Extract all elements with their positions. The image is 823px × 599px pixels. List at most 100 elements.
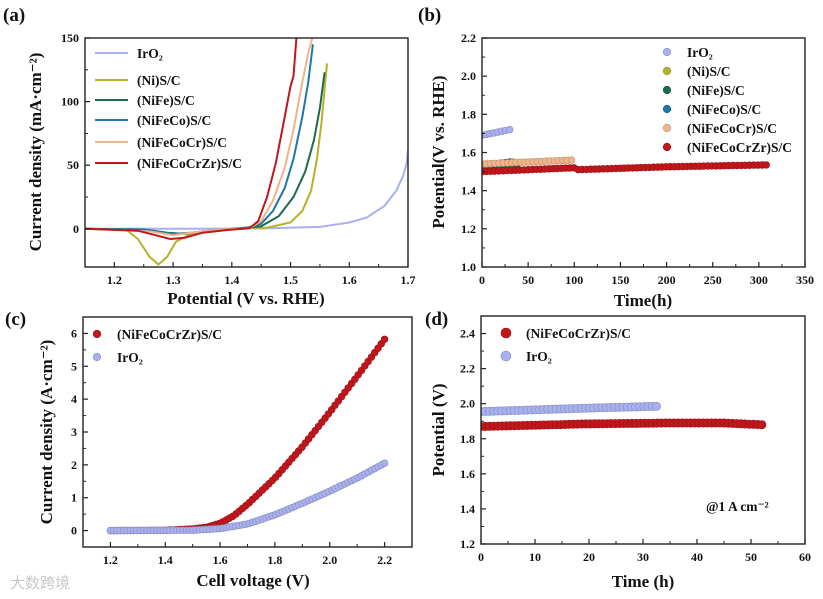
legend-label: (NiFeCoCrZr)S/C (117, 327, 222, 342)
panel-label-d: (d) (425, 309, 448, 330)
legend-label: IrO₂ (117, 350, 143, 365)
y-tick-label: 1 (71, 491, 77, 505)
series-line-IrO2 (85, 149, 408, 230)
y-tick-label: 0 (73, 222, 79, 236)
x-tick-label: 10 (529, 550, 541, 564)
x-tick-label: 1.2 (103, 553, 118, 567)
y-tick-label: 6 (71, 326, 77, 340)
y-tick-label: 1.2 (461, 222, 476, 236)
plot-area (482, 125, 770, 176)
series-line-NiFeCoCrZr (85, 38, 298, 241)
y-tick-label: 2.0 (460, 397, 475, 411)
x-tick-label: 60 (799, 550, 811, 564)
y-tick-label: 1.0 (461, 260, 476, 274)
legend-marker-IrO2 (662, 47, 672, 57)
legend-marker-NiFeCoCrZr (662, 142, 672, 152)
x-tick-label: 50 (745, 550, 757, 564)
legend-marker-Ni (662, 66, 672, 76)
data-point-IrO2 (380, 459, 389, 467)
series-line-NiFeCo (85, 44, 314, 235)
y-tick-label: 50 (67, 158, 79, 172)
y-axis-label: Current density (A·cm⁻²) (37, 340, 56, 525)
plot-area (481, 401, 767, 431)
x-tick-label: 40 (691, 550, 703, 564)
legend-label: (NiFeCoCr)S/C (687, 121, 777, 136)
legend-label: IrO₂ (526, 349, 552, 364)
series-line-NiFeCoCr (85, 38, 314, 237)
x-tick-label: 300 (750, 273, 768, 287)
x-tick-label: 250 (704, 273, 722, 287)
x-tick-label: 1.3 (166, 273, 181, 287)
x-tick-label: 1.7 (401, 273, 416, 287)
x-tick-label: 2.2 (377, 553, 392, 567)
plot-area (106, 335, 389, 535)
panel-c-current-density-vs-cell-voltage: (c) Cell voltage (V) Current density (A·… (5, 309, 413, 592)
x-axis-label: Cell voltage (V) (196, 571, 309, 590)
y-axis-label: Potential(V vs. RHE) (429, 75, 448, 228)
legend-marker-IrO2 (500, 350, 512, 362)
x-tick-label: 50 (522, 273, 534, 287)
x-axis-label: Time(h) (614, 291, 672, 310)
legend-marker-NiFeCoCrZr (92, 329, 102, 339)
x-tick-label: 350 (796, 273, 814, 287)
y-tick-label: 1.8 (460, 432, 475, 446)
legend-marker-NiFeCoCrZr (500, 327, 512, 339)
x-tick-label: 0 (479, 273, 485, 287)
legend-label: (NiFeCoCr)S/C (137, 135, 227, 150)
legend-label: IrO₂ (137, 46, 163, 61)
x-tick-label: 0 (478, 550, 484, 564)
data-point-NiFeCoCrZr (762, 161, 770, 169)
legend-label: (Ni)S/C (687, 64, 731, 79)
data-point-NiFeCoCrZr (380, 335, 389, 343)
y-tick-label: 0 (71, 524, 77, 538)
y-tick-label: 1.6 (460, 467, 475, 481)
y-axis-label: Current density (mA·cm⁻²) (26, 53, 45, 252)
legend-marker-NiFeCoCr (662, 123, 672, 133)
legend-label: (NiFe)S/C (687, 83, 745, 98)
y-axis-label: Potential (V) (429, 383, 448, 476)
y-tick-label: 1.4 (461, 184, 476, 198)
axes-frame (84, 37, 409, 268)
panel-d-cell-stability: (d) Time (h) Potential (V) @1 A cm⁻² (Ni… (425, 309, 811, 591)
x-axis-label: Time (h) (612, 572, 675, 591)
x-tick-label: 1.4 (158, 553, 173, 567)
data-point-IrO2 (506, 125, 514, 134)
legend-label: (NiFeCo)S/C (137, 113, 211, 128)
legend-label: (NiFeCo)S/C (687, 102, 761, 117)
x-tick-label: 1.4 (224, 273, 239, 287)
y-tick-label: 4 (71, 392, 77, 406)
legend-marker-NiFeCo (662, 104, 672, 114)
y-tick-label: 2.2 (461, 31, 476, 45)
panel-label-b: (b) (418, 5, 441, 26)
legend-label: (NiFeCoCrZr)S/C (526, 326, 631, 341)
x-tick-label: 1.5 (283, 273, 298, 287)
data-point-NiFeCoCr (567, 156, 576, 164)
legend-label: (Ni)S/C (137, 73, 181, 88)
y-tick-label: 2.0 (461, 69, 476, 83)
panel-label-a: (a) (3, 5, 25, 26)
legend-label: IrO₂ (687, 45, 713, 60)
x-tick-label: 1.6 (342, 273, 357, 287)
current-density-annotation: @1 A cm⁻² (706, 499, 769, 514)
y-tick-label: 5 (71, 359, 77, 373)
panel-label-c: (c) (5, 309, 26, 330)
x-tick-label: 30 (637, 550, 649, 564)
y-tick-label: 1.6 (461, 146, 476, 160)
panel-a-current-density-vs-potential: (a) Potential (V vs. RHE) Current densit… (3, 5, 416, 308)
data-point-IrO2 (651, 401, 661, 411)
panel-b-stability-potential-vs-time: (b) Time(h) Potential(V vs. RHE) IrO₂ (Ni… (418, 5, 814, 310)
legend-marker-NiFe (662, 85, 672, 95)
y-tick-label: 1.8 (461, 107, 476, 121)
x-tick-label: 100 (565, 273, 583, 287)
y-tick-label: 100 (61, 95, 79, 109)
x-tick-label: 2.0 (322, 553, 337, 567)
legend-marker-IrO2 (92, 352, 102, 362)
data-point-NiFeCoCrZr (757, 420, 767, 430)
legend-label: (NiFeCoCrZr)S/C (137, 156, 242, 171)
y-tick-label: 150 (61, 31, 79, 45)
x-tick-label: 1.2 (107, 273, 122, 287)
x-tick-label: 1.8 (267, 553, 282, 567)
legend-label: (NiFe)S/C (137, 93, 195, 108)
legend-label: (NiFeCoCrZr)S/C (687, 140, 792, 155)
